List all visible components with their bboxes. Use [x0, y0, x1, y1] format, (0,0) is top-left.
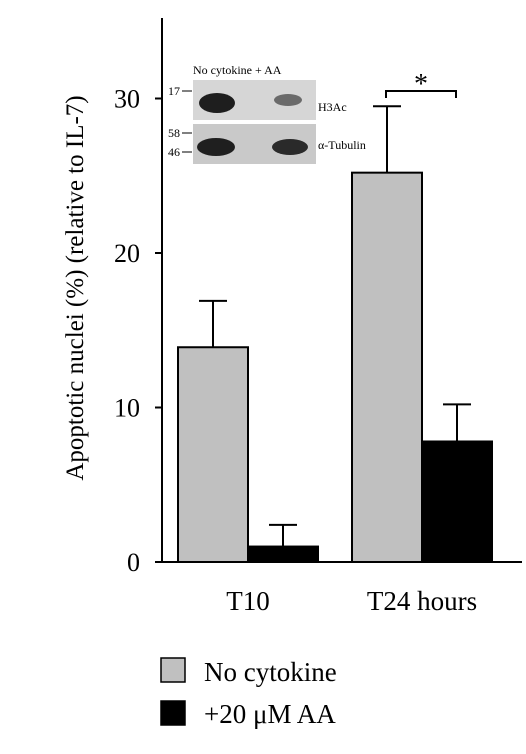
- y-tick-label-10: 10: [114, 394, 140, 423]
- legend-swatch-no-cytokine: [160, 657, 186, 683]
- inset-blot: No cytokine + AA H3Ac α-Tubulin 17 58 46: [168, 63, 366, 164]
- legend-label-aa: +20 μM AA: [204, 699, 336, 729]
- category-label-t24: T24 hours: [367, 586, 477, 616]
- band-tubulin-lane1: [197, 138, 235, 156]
- marker-46: 46: [168, 145, 180, 159]
- y-tick-label-20: 20: [114, 239, 140, 268]
- marker-17: 17: [168, 84, 180, 98]
- significance-bracket: *: [385, 69, 457, 100]
- y-tick-label-30: 30: [114, 85, 140, 114]
- legend-label-no-cytokine: No cytokine: [204, 657, 337, 687]
- y-axis-label: Apoptotic nuclei (%) (relative to IL-7): [62, 95, 89, 480]
- category-label-t10: T10: [226, 586, 270, 616]
- band-tubulin-lane2: [272, 139, 308, 155]
- bar-no-cytokine-t10: [177, 346, 249, 563]
- bar-no-cytokine-t24: [351, 171, 423, 563]
- marker-58: 58: [168, 126, 180, 140]
- legend: No cytokine +20 μM AA: [160, 657, 337, 729]
- bar-aa-t24: [421, 440, 493, 563]
- plot-area: [177, 105, 493, 563]
- blot-label-tubulin: α-Tubulin: [318, 138, 366, 152]
- bar-aa-t10: [247, 545, 319, 563]
- y-tick-label-0: 0: [127, 548, 140, 577]
- y-ticks: 0 10 20 30: [114, 85, 162, 577]
- band-h3ac-lane2: [274, 94, 302, 106]
- blot-header: No cytokine + AA: [193, 63, 282, 77]
- band-h3ac-lane1: [199, 93, 235, 113]
- legend-swatch-aa: [160, 700, 186, 726]
- significance-star: *: [414, 69, 428, 100]
- blot-label-h3ac: H3Ac: [318, 100, 347, 114]
